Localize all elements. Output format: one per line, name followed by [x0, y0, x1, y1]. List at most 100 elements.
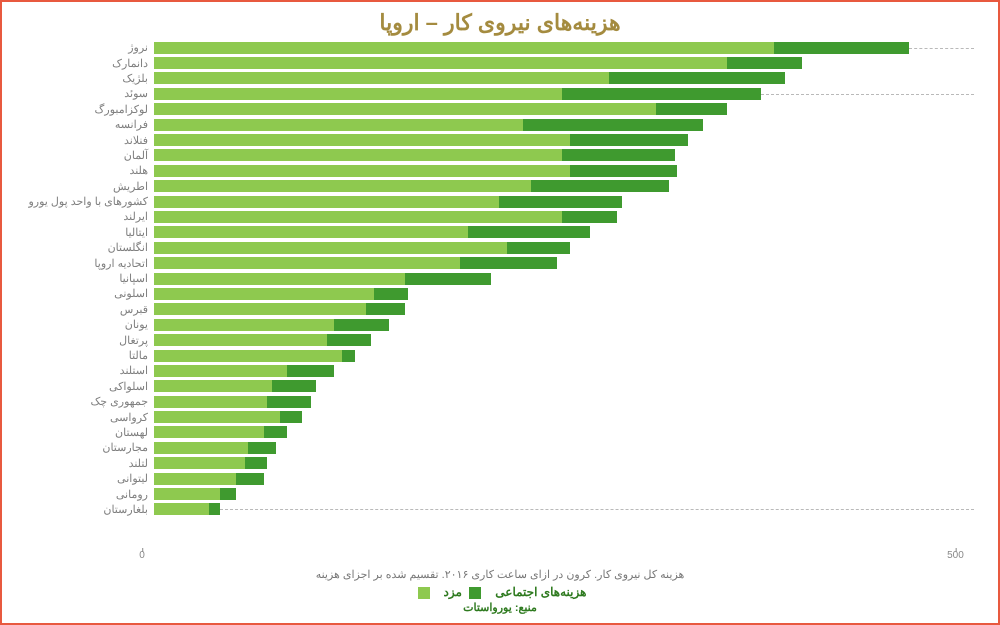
bar-row: کرواسی [24, 409, 970, 424]
bar-social [405, 273, 491, 285]
country-label: آلمان [24, 149, 154, 162]
country-label: انگلستان [24, 241, 154, 254]
bar-social [562, 211, 617, 223]
legend-social-swatch [469, 587, 481, 599]
bar-track [154, 303, 970, 315]
bar-track [154, 180, 970, 192]
bar-wage [154, 303, 366, 315]
bar-row: مالتا [24, 348, 970, 363]
country-label: کشورهای با واحد پول یورو [24, 195, 154, 208]
bar-wage [154, 165, 570, 177]
bar-track [154, 380, 970, 392]
country-label: یونان [24, 318, 154, 331]
bar-wage [154, 396, 267, 408]
bar-social [264, 426, 288, 438]
country-label: اطریش [24, 180, 154, 193]
bar-wage [154, 196, 499, 208]
bar-social [609, 72, 785, 84]
bar-track [154, 350, 970, 362]
bar-social [531, 180, 669, 192]
bar-social [267, 396, 311, 408]
bar-row: فرانسه [24, 117, 970, 132]
chart-plot-area: نروژ39586دانمارکبلژیکسوئد260127لوکزامبور… [24, 40, 970, 550]
bar-social [656, 103, 727, 115]
bar-row: اسپانیا [24, 271, 970, 286]
bar-track: 260127 [154, 88, 970, 100]
bar-row: مجارستان [24, 440, 970, 455]
bar-row: اسلونی [24, 286, 970, 301]
bar-wage [154, 334, 327, 346]
bar-wage [154, 319, 334, 331]
bar-track [154, 165, 970, 177]
bar-wage [154, 488, 220, 500]
bar-social [245, 457, 267, 469]
bar-wage [154, 134, 570, 146]
bar-wage [154, 380, 272, 392]
bar-wage [154, 411, 280, 423]
bar-row: ایتالیا [24, 225, 970, 240]
country-label: فرانسه [24, 118, 154, 131]
annotation-leader [909, 48, 974, 49]
bar-row: کشورهای با واحد پول یورو [24, 194, 970, 209]
bar-wage [154, 503, 209, 515]
country-label: اسلواکی [24, 380, 154, 393]
bar-social [507, 242, 570, 254]
bar-row: آلمان [24, 148, 970, 163]
bar-track [154, 411, 970, 423]
bar-row: سوئد260127 [24, 86, 970, 101]
x-axis-label: هزینه کل نیروی کار. کرون در ازای ساعت کا… [12, 568, 988, 581]
country-label: لتلند [24, 457, 154, 470]
bar-wage [154, 442, 248, 454]
x-axis-ticks: 0 500 [142, 550, 988, 568]
country-label: کرواسی [24, 411, 154, 424]
bar-wage [154, 426, 264, 438]
bar-row: لیتوانی [24, 471, 970, 486]
bar-track [154, 57, 970, 69]
country-label: جمهوری چک [24, 395, 154, 408]
bar-wage [154, 473, 236, 485]
bar-wage [154, 288, 374, 300]
bar-track [154, 457, 970, 469]
country-label: فنلاند [24, 134, 154, 147]
bar-track [154, 149, 970, 161]
country-label: پرتغال [24, 334, 154, 347]
country-label: اسلونی [24, 287, 154, 300]
bar-social [460, 257, 557, 269]
bar-social [570, 165, 677, 177]
bar-track [154, 134, 970, 146]
country-label: لهستان [24, 426, 154, 439]
bar-wage [154, 72, 609, 84]
country-label: نروژ [24, 41, 154, 54]
bar-row: رومانی [24, 486, 970, 501]
bar-row: ایرلند [24, 209, 970, 224]
bar-row: انگلستان [24, 240, 970, 255]
bar-social [468, 226, 590, 238]
chart-legend: هزینه‌های اجتماعی مزد [12, 585, 988, 599]
bar-social [727, 57, 802, 69]
bar-wage [154, 42, 774, 54]
country-label: رومانی [24, 488, 154, 501]
country-label: مالتا [24, 349, 154, 362]
country-label: ایرلند [24, 210, 154, 223]
bar-wage [154, 103, 656, 115]
x-tick: 500 [947, 550, 964, 561]
chart-title: هزینه‌های نیروی کار – اروپا [12, 10, 988, 36]
bar-social [374, 288, 409, 300]
bar-social [209, 503, 220, 515]
country-label: قبرس [24, 303, 154, 316]
bar-wage [154, 180, 531, 192]
bar-row: بلغارستان357 [24, 502, 970, 517]
bar-social [774, 42, 909, 54]
legend-wage-swatch [418, 587, 430, 599]
bar-track: 39586 [154, 42, 970, 54]
bar-social [342, 350, 355, 362]
x-tick: 0 [139, 550, 145, 561]
country-label: استلند [24, 364, 154, 377]
bar-track [154, 72, 970, 84]
bar-wage [154, 273, 405, 285]
country-label: هلند [24, 164, 154, 177]
bar-row: اتحادیه اروپا [24, 255, 970, 270]
bar-social [523, 119, 703, 131]
bar-row: بلژیک [24, 71, 970, 86]
country-label: لوکزامبورگ [24, 103, 154, 116]
